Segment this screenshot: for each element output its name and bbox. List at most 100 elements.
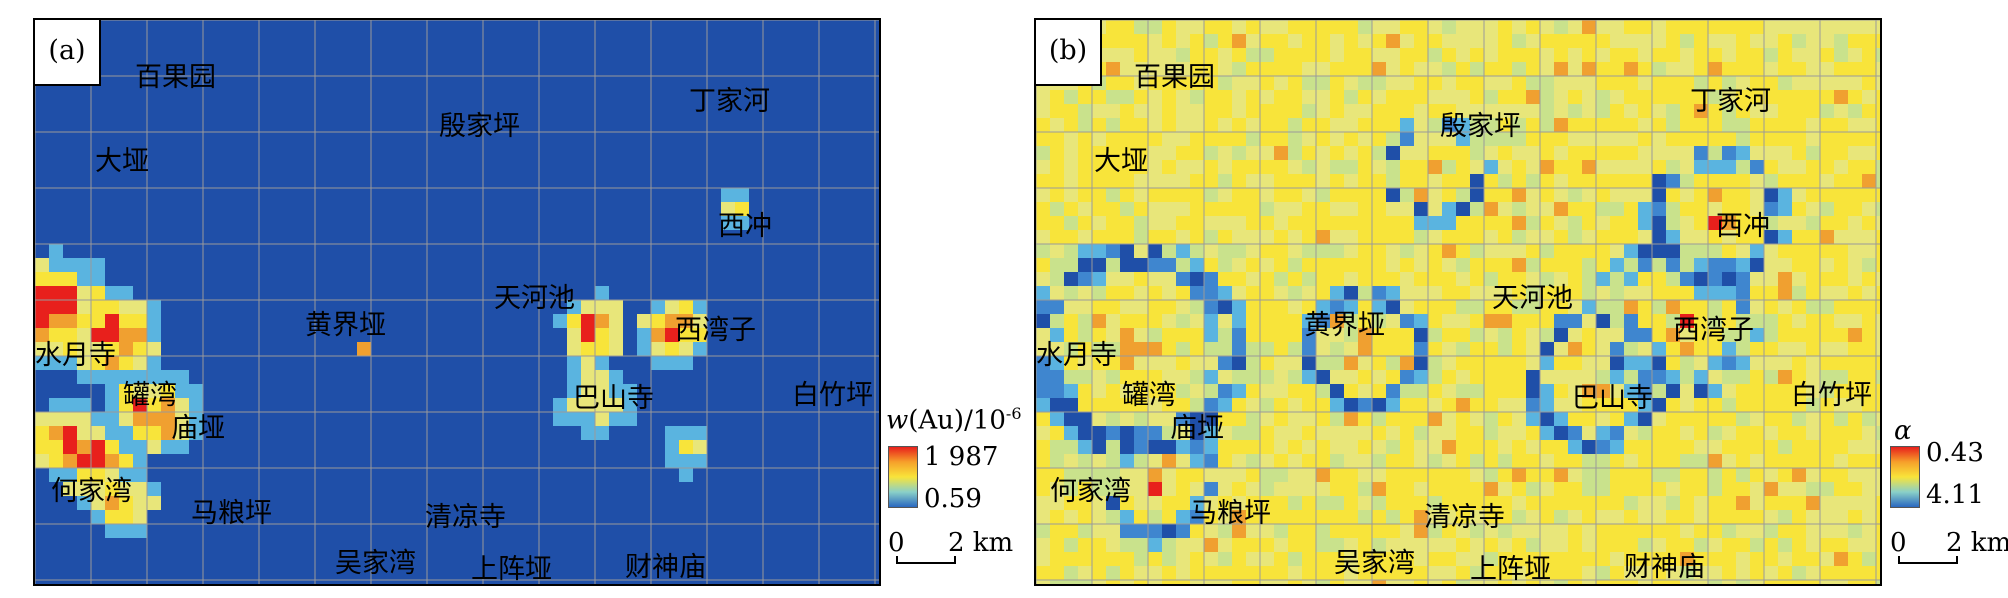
- raster-cell: [1498, 48, 1513, 63]
- raster-cell: [1400, 496, 1415, 511]
- raster-cell: [329, 580, 344, 584]
- raster-cell: [1260, 314, 1275, 329]
- raster-cell: [1260, 132, 1275, 147]
- raster-cell: [1414, 132, 1429, 147]
- raster-cell: [1246, 454, 1261, 469]
- raster-cell: [147, 538, 162, 553]
- raster-cell: [217, 580, 232, 584]
- raster-cell: [273, 398, 288, 413]
- raster-cell: [595, 62, 610, 77]
- raster-cell: [1722, 174, 1737, 189]
- raster-cell: [1036, 454, 1051, 469]
- raster-cell: [357, 202, 372, 217]
- raster-cell: [1414, 216, 1429, 231]
- raster-cell: [483, 188, 498, 203]
- raster-cell: [455, 314, 470, 329]
- raster-cell: [133, 272, 148, 287]
- raster-cell: [553, 216, 568, 231]
- raster-cell: [847, 90, 862, 105]
- raster-cell: [693, 104, 708, 119]
- raster-cell: [1554, 398, 1569, 413]
- raster-cell: [91, 216, 106, 231]
- raster-cell: [119, 20, 134, 35]
- raster-cell: [329, 398, 344, 413]
- raster-cell: [805, 132, 820, 147]
- raster-cell: [1078, 342, 1093, 357]
- raster-cell: [777, 230, 792, 245]
- raster-cell: [1470, 132, 1485, 147]
- raster-cell: [847, 272, 862, 287]
- raster-cell: [1876, 188, 1880, 203]
- raster-cell: [1512, 118, 1527, 133]
- raster-cell: [1512, 538, 1527, 553]
- raster-cell: [245, 426, 260, 441]
- raster-cell: [679, 272, 694, 287]
- raster-cell: [1260, 160, 1275, 175]
- raster-cell: [1862, 468, 1877, 483]
- raster-cell: [1232, 244, 1247, 259]
- raster-cell: [1246, 496, 1261, 511]
- raster-cell: [1316, 552, 1331, 567]
- raster-cell: [1470, 566, 1485, 581]
- raster-cell: [1386, 356, 1401, 371]
- raster-cell: [847, 202, 862, 217]
- raster-cell: [1386, 76, 1401, 91]
- raster-cell: [1302, 104, 1317, 119]
- raster-cell: [1540, 258, 1555, 273]
- raster-cell: [1498, 384, 1513, 399]
- raster-cell: [357, 118, 372, 133]
- raster-cell: [735, 314, 750, 329]
- raster-cell: [161, 174, 176, 189]
- raster-cell: [553, 440, 568, 455]
- raster-cell: [525, 244, 540, 259]
- raster-cell: [371, 328, 386, 343]
- raster-cell: [553, 426, 568, 441]
- raster-cell: [763, 244, 778, 259]
- raster-cell: [1834, 244, 1849, 259]
- raster-cell: [1428, 132, 1443, 147]
- raster-cell: [763, 496, 778, 511]
- raster-cell: [1498, 244, 1513, 259]
- raster-cell: [1218, 566, 1233, 581]
- raster-cell: [1778, 328, 1793, 343]
- raster-cell: [1344, 48, 1359, 63]
- raster-cell: [287, 188, 302, 203]
- raster-cell: [1386, 146, 1401, 161]
- raster-cell: [637, 90, 652, 105]
- raster-cell: [637, 132, 652, 147]
- raster-cell: [259, 34, 274, 49]
- raster-cell: [1428, 230, 1443, 245]
- raster-cell: [1876, 216, 1880, 231]
- raster-cell: [105, 468, 120, 483]
- raster-cell: [1190, 76, 1205, 91]
- raster-cell: [161, 76, 176, 91]
- raster-cell: [1862, 160, 1877, 175]
- raster-cell: [1596, 286, 1611, 301]
- raster-cell: [1414, 244, 1429, 259]
- raster-cell: [371, 538, 386, 553]
- raster-cell: [147, 160, 162, 175]
- raster-cell: [301, 146, 316, 161]
- raster-cell: [1484, 496, 1499, 511]
- raster-cell: [1274, 370, 1289, 385]
- raster-cell: [1204, 202, 1219, 217]
- raster-cell: [651, 496, 666, 511]
- raster-cell: [1148, 216, 1163, 231]
- raster-cell: [651, 132, 666, 147]
- raster-cell: [469, 244, 484, 259]
- raster-cell: [721, 398, 736, 413]
- raster-cell: [1092, 160, 1107, 175]
- raster-cell: [1666, 510, 1681, 525]
- raster-cell: [553, 160, 568, 175]
- raster-cell: [553, 90, 568, 105]
- raster-cell: [1260, 62, 1275, 77]
- raster-cell: [1260, 76, 1275, 91]
- raster-cell: [119, 48, 134, 63]
- raster-cell: [735, 146, 750, 161]
- raster-cell: [1064, 216, 1079, 231]
- raster-cell: [1190, 482, 1205, 497]
- raster-cell: [77, 496, 92, 511]
- raster-cell: [175, 412, 190, 427]
- raster-cell: [805, 482, 820, 497]
- raster-cell: [1848, 244, 1863, 259]
